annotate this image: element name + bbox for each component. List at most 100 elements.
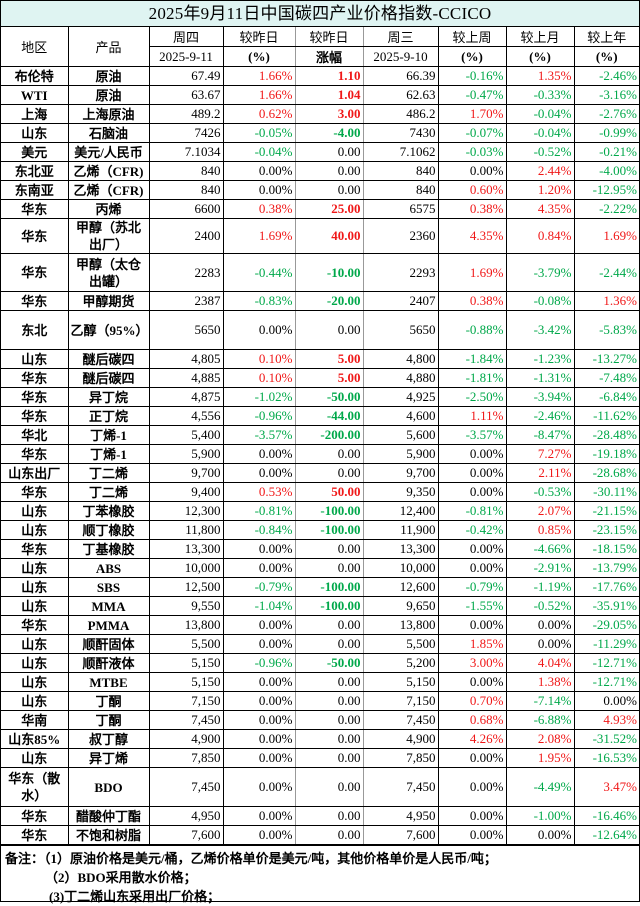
cell-product: 乙烯（CFR) — [67, 180, 150, 200]
cell-pct-month: 0.00% — [505, 615, 575, 635]
cell-price-wed: 11,900 — [362, 520, 439, 540]
cell-product: 原油 — [67, 85, 150, 105]
cell-pct-day: 0.00% — [222, 180, 296, 200]
cell-product: 丁酮 — [67, 710, 150, 730]
table-row: WTI 原油 63.67 1.66% 1.04 62.63 -0.47% -0.33% -3.1… — [1, 85, 639, 105]
cell-region: 山东 — [1, 558, 69, 578]
cell-chg-day: 0.00 — [294, 710, 364, 730]
cell-price-thu: 9,400 — [148, 482, 224, 502]
cell-price-thu: 2283 — [148, 253, 224, 292]
cell-pct-day: -1.02% — [222, 387, 296, 407]
cell-product: 原油 — [67, 66, 150, 86]
cell-pct-week: 0.38% — [437, 291, 507, 311]
table-row: 山东 醚后碳四 4,805 0.10% 5.00 4,800 -1.84% -1.23% -13… — [1, 349, 639, 369]
table-row: 东南亚 乙烯（CFR) 840 0.00% 0.00 840 0.60% 1.20% -12.9… — [1, 180, 639, 200]
cell-price-wed: 5,600 — [362, 425, 439, 445]
cell-price-wed: 7.1062 — [362, 142, 439, 162]
cell-product: MTBE — [67, 672, 150, 692]
cell-pct-year: -2.46% — [573, 66, 639, 86]
table-row: 东北 乙醇（95%） 5650 0.00% 0.00 5650 -0.88% -3.42% -5… — [1, 310, 639, 350]
cell-pct-week: 3.00% — [437, 653, 507, 673]
cell-product: PMMA — [67, 615, 150, 635]
cell-chg-day: 25.00 — [294, 199, 364, 219]
cell-product: 石脑油 — [67, 123, 150, 143]
cell-price-wed: 840 — [362, 180, 439, 200]
cell-pct-week: 0.00% — [437, 615, 507, 635]
cell-pct-week: 0.00% — [437, 444, 507, 464]
page-title: 2025年9月11日中国碳四产业价格指数-CCICO — [1, 1, 639, 27]
price-table: 地区 产品 周四 较昨日 较昨日 周三 较上周 较上月 较上年 2025-9-1… — [1, 27, 639, 845]
cell-chg-day: -100.00 — [294, 501, 364, 521]
cell-price-thu: 7.1034 — [148, 142, 224, 162]
cell-product: 丁酮 — [67, 691, 150, 711]
cell-pct-year: -0.99% — [573, 123, 639, 143]
cell-chg-day: -100.00 — [294, 520, 364, 540]
cell-pct-week: 0.00% — [437, 767, 507, 807]
cell-region: 山东 — [1, 501, 69, 521]
cell-pct-week: -0.16% — [437, 66, 507, 86]
cell-pct-month: -1.00% — [505, 806, 575, 826]
cell-chg-day: 0.00 — [294, 180, 364, 200]
header-month: 较上月 — [505, 27, 575, 47]
cell-pct-day: -0.83% — [222, 291, 296, 311]
cell-pct-day: -0.96% — [222, 653, 296, 673]
cell-price-wed: 840 — [362, 161, 439, 181]
cell-pct-week: 1.11% — [437, 406, 507, 426]
cell-pct-day: -0.81% — [222, 501, 296, 521]
cell-price-wed: 2293 — [362, 253, 439, 292]
cell-pct-month: -3.94% — [505, 387, 575, 407]
cell-pct-week: 0.00% — [437, 558, 507, 578]
cell-chg-day: 0.00 — [294, 825, 364, 845]
cell-pct-day: -3.57% — [222, 425, 296, 445]
cell-pct-year: -21.15% — [573, 501, 639, 521]
cell-price-thu: 5,150 — [148, 672, 224, 692]
cell-pct-day: 0.53% — [222, 482, 296, 502]
cell-pct-year: 1.69% — [573, 218, 639, 254]
cell-pct-month: 1.20% — [505, 180, 575, 200]
cell-product: 美元/人民币 — [67, 142, 150, 162]
cell-pct-year: -12.64% — [573, 825, 639, 845]
cell-price-thu: 9,550 — [148, 596, 224, 616]
cell-chg-day: 40.00 — [294, 218, 364, 254]
cell-pct-week: 0.00% — [437, 463, 507, 483]
header-week-unit: (%) — [437, 46, 507, 67]
table-row: 华东 异丁烷 4,875 -1.02% -50.00 4,925 -2.50% -3.94% -… — [1, 387, 639, 407]
cell-pct-month: -7.14% — [505, 691, 575, 711]
table-row: 山东 异丁烯 7,850 0.00% 0.00 7,850 0.00% 1.95% -16.53… — [1, 748, 639, 768]
cell-pct-day: 0.38% — [222, 199, 296, 219]
cell-pct-week: -1.55% — [437, 596, 507, 616]
cell-price-wed: 7,150 — [362, 691, 439, 711]
cell-region: 华东 — [1, 825, 69, 845]
cell-region: 华东 — [1, 291, 69, 311]
cell-pct-year: -18.15% — [573, 539, 639, 559]
cell-price-thu: 67.49 — [148, 66, 224, 86]
cell-pct-week: 0.00% — [437, 748, 507, 768]
cell-product: 丁烯-1 — [67, 425, 150, 445]
header-product: 产品 — [67, 27, 150, 67]
cell-pct-year: -0.21% — [573, 142, 639, 162]
cell-region: 华东 — [1, 615, 69, 635]
table-row: 布伦特 原油 67.49 1.66% 1.10 66.39 -0.16% 1.35% -2.46… — [1, 66, 639, 86]
cell-pct-year: -6.84% — [573, 387, 639, 407]
cell-region: 华东 — [1, 199, 69, 219]
header-thu-date: 2025-9-11 — [149, 46, 224, 67]
cell-pct-month: 1.35% — [505, 66, 575, 86]
cell-chg-day: 0.00 — [294, 748, 364, 768]
cell-price-wed: 2360 — [362, 218, 439, 254]
table-row: 华东 正丁烷 4,556 -0.96% -44.00 4,600 1.11% -2.46% -1… — [1, 406, 639, 426]
cell-price-wed: 2407 — [362, 291, 439, 311]
table-row: 山东 石脑油 7426 -0.05% -4.00 7430 -0.07% -0.04% -0.9… — [1, 123, 639, 143]
cell-region: 山东 — [1, 123, 69, 143]
cell-product: 醚后碳四 — [67, 368, 150, 388]
cell-pct-month: 0.00% — [505, 825, 575, 845]
cell-pct-year: -13.27% — [573, 349, 639, 369]
cell-chg-day: -44.00 — [294, 406, 364, 426]
cell-product: BDO — [67, 767, 150, 807]
cell-region: 山东85% — [1, 729, 69, 749]
cell-pct-day: 0.00% — [222, 444, 296, 464]
cell-chg-day: -100.00 — [294, 596, 364, 616]
cell-region: 华东 — [1, 387, 69, 407]
table-row: 华东 醋酸仲丁酯 4,950 0.00% 0.00 4,950 0.00% -1.00% -16… — [1, 806, 639, 826]
cell-pct-day: 0.00% — [222, 748, 296, 768]
table-row: 山东 丁苯橡胶 12,300 -0.81% -100.00 12,400 -0.81% 2.0… — [1, 501, 639, 521]
